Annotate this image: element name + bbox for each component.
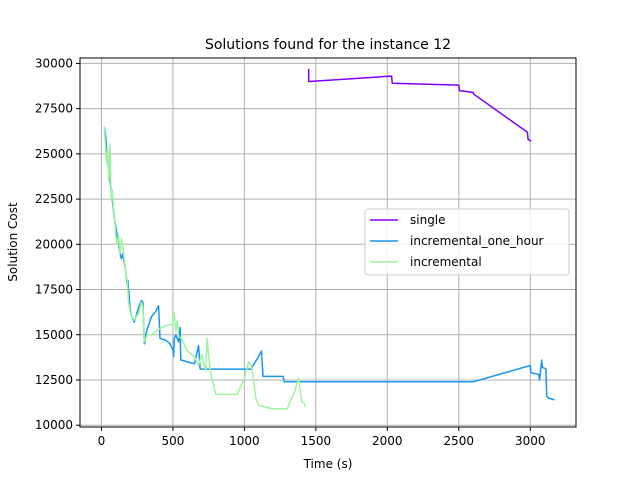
- x-tick-label: 500: [161, 434, 184, 448]
- x-tick-label: 2500: [444, 434, 475, 448]
- y-tick-label: 10000: [35, 418, 73, 432]
- x-axis-label: Time (s): [303, 457, 353, 471]
- y-tick-label: 15000: [35, 328, 73, 342]
- grid: [80, 58, 576, 427]
- legend-box: [364, 208, 570, 276]
- legend-label: incremental: [410, 255, 482, 269]
- y-tick-label: 27500: [35, 102, 73, 116]
- y-axis-label: Solution Cost: [6, 202, 20, 282]
- legend-label: incremental_one_hour: [410, 234, 544, 248]
- y-tick-label: 22500: [35, 192, 73, 206]
- legend-label: single: [410, 213, 446, 227]
- chart-title: Solutions found for the instance 12: [205, 37, 451, 53]
- series-line-single: [307, 68, 532, 142]
- x-tick-label: 2000: [372, 434, 403, 448]
- y-tick-label: 12500: [35, 373, 73, 387]
- x-tick-label: 3000: [515, 434, 546, 448]
- x-tick-label: 1000: [229, 434, 260, 448]
- y-tick-label: 20000: [35, 237, 73, 251]
- y-tick-label: 30000: [35, 56, 73, 70]
- legend: single incremental_one_hour incremental: [364, 208, 570, 276]
- series-group: [103, 68, 555, 410]
- y-tick-label: 25000: [35, 147, 73, 161]
- series-line-incremental: [103, 126, 307, 410]
- y-tick-label: 17500: [35, 283, 73, 297]
- x-tick-label: 0: [98, 434, 106, 448]
- ticks: 0 500 1000 1500 2000 2500 3000 10000 12500 15000 1…: [35, 56, 546, 448]
- plot-frame: [79, 57, 577, 428]
- x-tick-label: 1500: [301, 434, 332, 448]
